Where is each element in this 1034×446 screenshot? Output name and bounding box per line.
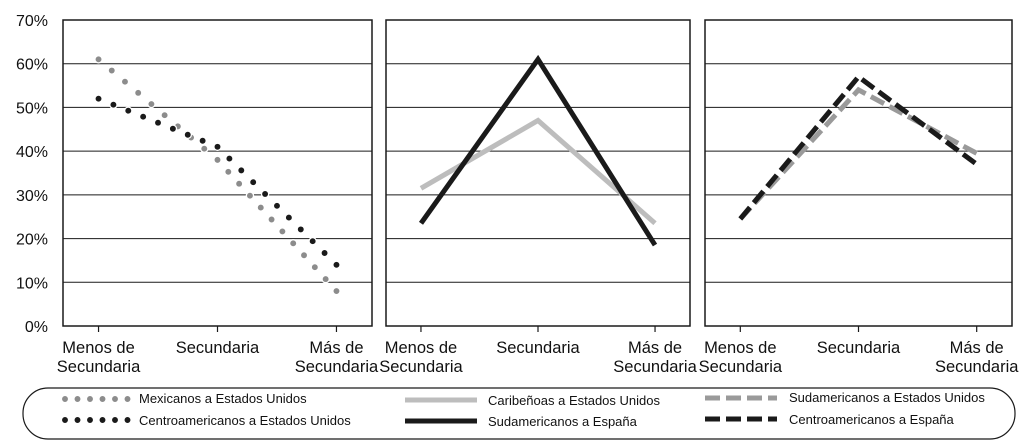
data-point <box>248 177 258 187</box>
legend-swatch-dot <box>110 415 120 425</box>
data-point <box>237 166 246 175</box>
x-tick-label: Secundaria <box>176 339 260 357</box>
legend-swatch-dot <box>98 394 107 404</box>
data-point <box>153 118 163 127</box>
x-tick-label: Secundaria <box>817 339 901 357</box>
data-point <box>200 144 209 153</box>
x-tick-label: Menos de Secundaria <box>699 339 783 376</box>
data-point <box>267 215 276 224</box>
data-point <box>321 274 330 284</box>
data-point <box>288 239 298 248</box>
legend-swatch-dot <box>60 394 70 404</box>
data-point <box>272 201 282 211</box>
y-tick-label: 10% <box>16 275 48 292</box>
data-point <box>183 130 193 139</box>
data-point <box>107 66 117 75</box>
panel-frame <box>385 19 691 327</box>
legend-item: Sudamericanos a España <box>405 414 638 429</box>
data-point <box>245 191 255 200</box>
data-point <box>124 106 133 115</box>
legend-swatch-dot <box>123 415 132 425</box>
x-tick-label: Más de Secundaria <box>613 339 697 376</box>
data-point <box>256 203 266 212</box>
panel-3: Menos de Secundaria Secundaria Más de Secund… <box>699 19 1019 376</box>
x-tick-label: Más de Secundaria <box>935 339 1019 376</box>
y-tick-label: 60% <box>16 57 48 74</box>
series-centroamericanos-a-estados-unidos <box>94 94 341 270</box>
data-point <box>224 167 233 177</box>
legend-item: Mexicanos a Estados Unidos <box>60 391 307 406</box>
x-tick-label: Más de Secundaria <box>295 339 379 376</box>
y-tick-label: 20% <box>16 232 48 249</box>
x-tick-label: Secundaria <box>496 339 580 357</box>
data-point <box>308 236 317 246</box>
data-point <box>299 251 309 260</box>
legend: Mexicanos a Estados Unidos Centroamerican… <box>22 387 1016 440</box>
y-tick-label: 70% <box>16 13 48 30</box>
data-point <box>94 94 103 103</box>
legend-swatch-dot <box>85 394 95 404</box>
data-point <box>320 248 329 258</box>
legend-item: Centroamericanos a España <box>705 412 955 427</box>
data-point <box>213 155 222 165</box>
data-point <box>94 55 103 64</box>
legend-item: Centroamericanos a Estados Unidos <box>60 413 351 428</box>
data-point <box>109 100 118 109</box>
legend-swatch-dot <box>85 415 95 425</box>
y-tick-label: 50% <box>16 100 48 117</box>
data-point <box>332 260 341 270</box>
legend-swatch-dot <box>98 415 107 425</box>
data-point <box>234 179 244 188</box>
legend-label: Caribeñoas a Estados Unidos <box>488 393 660 408</box>
y-tick-label: 0% <box>25 319 48 336</box>
panel-1: Menos de Secundaria Secundaria Más de Secund… <box>57 19 379 376</box>
data-point <box>120 77 130 86</box>
data-point <box>133 88 143 98</box>
legend-label: Sudamericanos a España <box>488 414 638 429</box>
data-point <box>138 112 148 121</box>
data-point <box>168 124 178 133</box>
x-tick-label: Menos de Secundaria <box>57 339 141 376</box>
legend-label: Mexicanos a Estados Unidos <box>139 391 307 406</box>
x-tick-label: Menos de Secundaria <box>379 339 463 376</box>
data-point <box>225 154 234 163</box>
data-point <box>284 213 294 222</box>
y-tick-label: 30% <box>16 188 48 205</box>
panel-frame <box>704 19 1013 327</box>
series-line-centroamericanos-a-espa-a <box>738 73 979 221</box>
data-point <box>213 142 222 152</box>
data-point <box>260 189 270 199</box>
legend-frame <box>22 387 1016 440</box>
data-point <box>160 110 169 120</box>
series-mexicanos-a-estados-unidos <box>94 55 341 296</box>
legend-swatch-dot <box>60 415 70 425</box>
data-point <box>310 262 320 272</box>
legend-swatch-dot <box>110 394 120 404</box>
data-point <box>198 136 207 146</box>
legend-item: Sudamericanos a Estados Unidos <box>705 390 985 405</box>
series-line-sudamericanos-a-estados-unidos <box>738 86 978 221</box>
data-point <box>147 99 156 109</box>
panel-2: Menos de Secundaria Secundaria Más de Secund… <box>379 19 698 376</box>
legend-swatch-dot <box>73 394 82 404</box>
legend-label: Centroamericanos a España <box>789 412 955 427</box>
series-line-sudamericanos-a-espa-a <box>418 54 658 247</box>
legend-swatch-dot <box>73 415 82 425</box>
data-point <box>296 225 306 234</box>
data-point <box>332 286 341 296</box>
legend-label: Sudamericanos a Estados Unidos <box>789 390 985 405</box>
data-point <box>278 227 287 236</box>
y-tick-label: 40% <box>16 144 48 161</box>
legend-swatch-dot <box>123 394 132 404</box>
legend-label: Centroamericanos a Estados Unidos <box>139 413 351 428</box>
legend-item: Caribeñoas a Estados Unidos <box>405 393 660 408</box>
